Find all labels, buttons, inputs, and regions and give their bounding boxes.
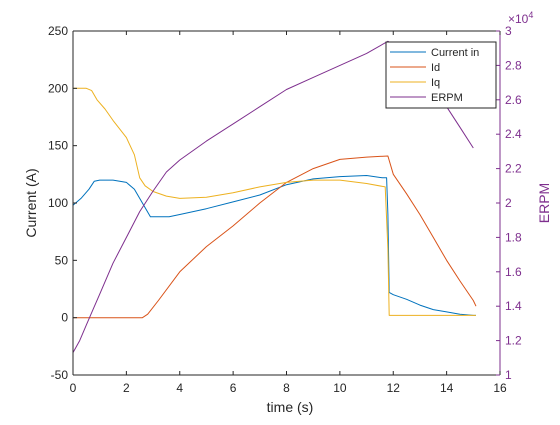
y-left-tick-label: -50	[51, 368, 69, 382]
x-tick-label: 8	[283, 381, 290, 395]
y-right-tick-label: 2.2	[505, 162, 522, 176]
y-right-exponent-base: ×10	[508, 12, 529, 26]
x-tick-label: 4	[176, 381, 183, 395]
y-left-tick-label: 0	[61, 311, 68, 325]
y-left-tick-label: 250	[48, 24, 68, 38]
y-right-tick-label: 2.4	[505, 127, 522, 141]
series-line-0	[72, 175, 476, 316]
y-right-exponent-power: 4	[528, 10, 533, 20]
legend-label-2: Iq	[431, 77, 440, 89]
y-right-tick-label: 3	[505, 24, 512, 38]
x-tick-label: 6	[230, 381, 237, 395]
plot-lines	[72, 40, 477, 353]
y-left-tick-label: 200	[48, 81, 68, 95]
y-right-tick-label: 2.8	[505, 58, 522, 72]
series-line-2	[73, 87, 476, 316]
x-tick-label: 10	[333, 381, 347, 395]
x-tick-label: 16	[493, 381, 507, 395]
y-right-tick-label: 2	[505, 196, 512, 210]
y-right-exponent: ×104	[508, 10, 533, 26]
x-tick-label: 2	[123, 381, 130, 395]
legend: Current in Id Iq ERPM	[385, 41, 497, 109]
y-right-tick-label: 1.2	[505, 334, 522, 348]
y-left-tick-label: 100	[48, 196, 68, 210]
y-left-tick-label: 150	[48, 139, 68, 153]
ticks: 0 2 4 6 8 10 12 14 16-5005010015020025011.21.41.…	[48, 24, 522, 395]
y-left-tick-label: 50	[55, 253, 69, 267]
y-axis-label-left: Current (A)	[23, 168, 39, 237]
x-axis-label: time (s)	[267, 399, 314, 415]
y-axis-label-right: ERPM	[536, 183, 552, 223]
legend-label-3: ERPM	[431, 92, 463, 104]
y-right-tick-label: 1.4	[505, 299, 522, 313]
legend-label-0: Current in	[431, 47, 479, 59]
x-tick-label: 0	[70, 381, 77, 395]
series-line-1	[73, 155, 477, 319]
legend-label-1: Id	[431, 62, 440, 74]
y-right-tick-label: 1.6	[505, 265, 522, 279]
x-tick-label: 12	[387, 381, 401, 395]
y-right-tick-label: 1.8	[505, 230, 522, 244]
x-tick-label: 14	[440, 381, 454, 395]
y-right-tick-label: 2.6	[505, 93, 522, 107]
y-right-tick-label: 1	[505, 368, 512, 382]
